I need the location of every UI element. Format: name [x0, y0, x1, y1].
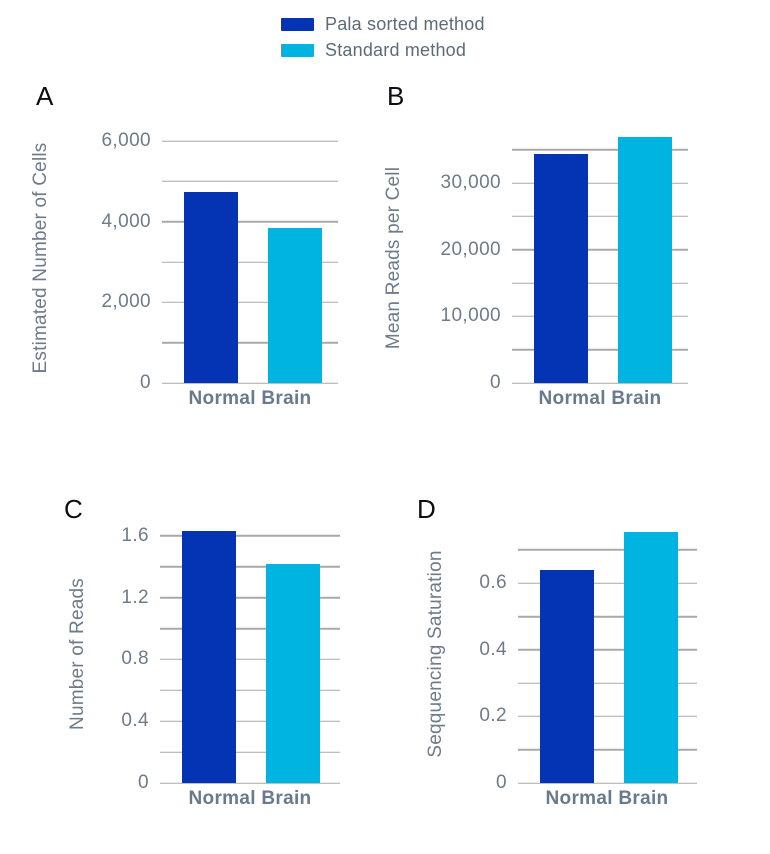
- y-tick-label: 0.6: [479, 572, 507, 594]
- gridline: [162, 180, 338, 183]
- gridline: [518, 615, 697, 618]
- y-axis-title-b: Mean Reads per Cell: [383, 166, 404, 350]
- gridline: [512, 282, 688, 284]
- x-category-label-d: Normal Brain: [545, 788, 669, 809]
- gridline: [162, 261, 338, 263]
- gridline: [162, 301, 338, 304]
- panel-letter-b: B: [387, 81, 405, 111]
- x-category-label-a: Normal Brain: [188, 388, 312, 409]
- y-tick-label: 0: [496, 772, 507, 793]
- panel-letter-a: A: [36, 81, 54, 111]
- gridline: [512, 315, 688, 318]
- y-tick-label: 30,000: [440, 172, 501, 193]
- legend-item: Standard method: [281, 40, 485, 61]
- gridline: [162, 382, 338, 384]
- gridline: [160, 596, 340, 599]
- gridline: [160, 535, 340, 537]
- gridline: [518, 782, 697, 784]
- legend: Pala sorted method Standard method: [281, 14, 485, 61]
- y-tick-label: 0.8: [121, 648, 149, 670]
- bar-standard-method: [624, 531, 678, 783]
- y-tick-label: 20,000: [440, 238, 501, 260]
- y-tick-label: 1.6: [121, 524, 149, 546]
- panel-letter-d: D: [417, 494, 436, 524]
- y-tick-label: 0.4: [479, 638, 507, 660]
- plot-area-d: 0 0.2 0.4 0.6: [479, 525, 697, 793]
- gridline: [512, 148, 688, 151]
- gridline: [518, 549, 697, 551]
- gridline: [512, 382, 688, 384]
- gridline: [160, 627, 340, 630]
- y-axis-title-c: Number of Reads: [67, 578, 88, 730]
- gridline: [162, 220, 338, 223]
- gridline: [518, 582, 697, 585]
- gridline: [160, 689, 340, 692]
- gridline: [162, 341, 338, 344]
- bar-standard-method: [266, 563, 320, 783]
- bar-pala-sorted-method: [540, 569, 594, 783]
- gridline: [512, 348, 688, 351]
- x-category-label-b: Normal Brain: [538, 388, 662, 409]
- legend-swatch-pala-sorted: [281, 18, 314, 31]
- legend-label: Standard method: [325, 40, 467, 60]
- bar-pala-sorted-method: [184, 191, 238, 383]
- gridline: [512, 215, 688, 218]
- bar-pala-sorted-method: [534, 154, 588, 383]
- legend-label: Pala sorted method: [325, 14, 485, 34]
- y-tick-label: 4,000: [101, 210, 151, 232]
- x-category-label-c: Normal Brain: [188, 788, 312, 809]
- gridline: [518, 715, 697, 718]
- legend-item: Pala sorted method: [281, 14, 485, 35]
- plot-area-c: 0 0.4 0.8 1.2 1.6: [121, 525, 340, 793]
- plot-area-b: 0 10,000 20,000 30,000: [440, 133, 688, 393]
- gridline: [162, 140, 338, 142]
- y-tick-label: 1.2: [121, 586, 149, 608]
- gridline: [160, 751, 340, 753]
- y-tick-label: 0: [140, 372, 151, 393]
- gridline: [512, 248, 688, 251]
- y-tick-label: 10,000: [440, 305, 501, 327]
- gridline: [518, 649, 697, 651]
- y-tick-label: 2,000: [101, 291, 151, 313]
- y-tick-label: 0: [138, 772, 149, 793]
- y-axis-title-d: Seqquencing Saturation: [425, 550, 446, 758]
- gridline: [160, 565, 340, 568]
- bar-standard-method: [268, 227, 322, 383]
- gridline: [160, 658, 340, 661]
- y-tick-label: 6,000: [101, 130, 151, 152]
- gridline: [518, 748, 697, 751]
- y-tick-label: 0.2: [479, 705, 507, 727]
- bar-pala-sorted-method: [182, 531, 236, 783]
- panel-letter-c: C: [64, 494, 83, 524]
- gridline: [512, 182, 688, 184]
- y-tick-label: 0.4: [121, 710, 149, 732]
- y-tick-label: 0: [490, 372, 501, 393]
- bar-standard-method: [618, 137, 672, 383]
- gridline: [160, 720, 340, 722]
- plot-area-a: 0 2,000 4,000 6,000: [101, 130, 338, 393]
- legend-swatch-standard: [281, 44, 314, 57]
- gridline: [518, 682, 697, 684]
- gridline: [160, 782, 340, 784]
- y-axis-title-a: Estimated Number of Cells: [30, 142, 51, 374]
